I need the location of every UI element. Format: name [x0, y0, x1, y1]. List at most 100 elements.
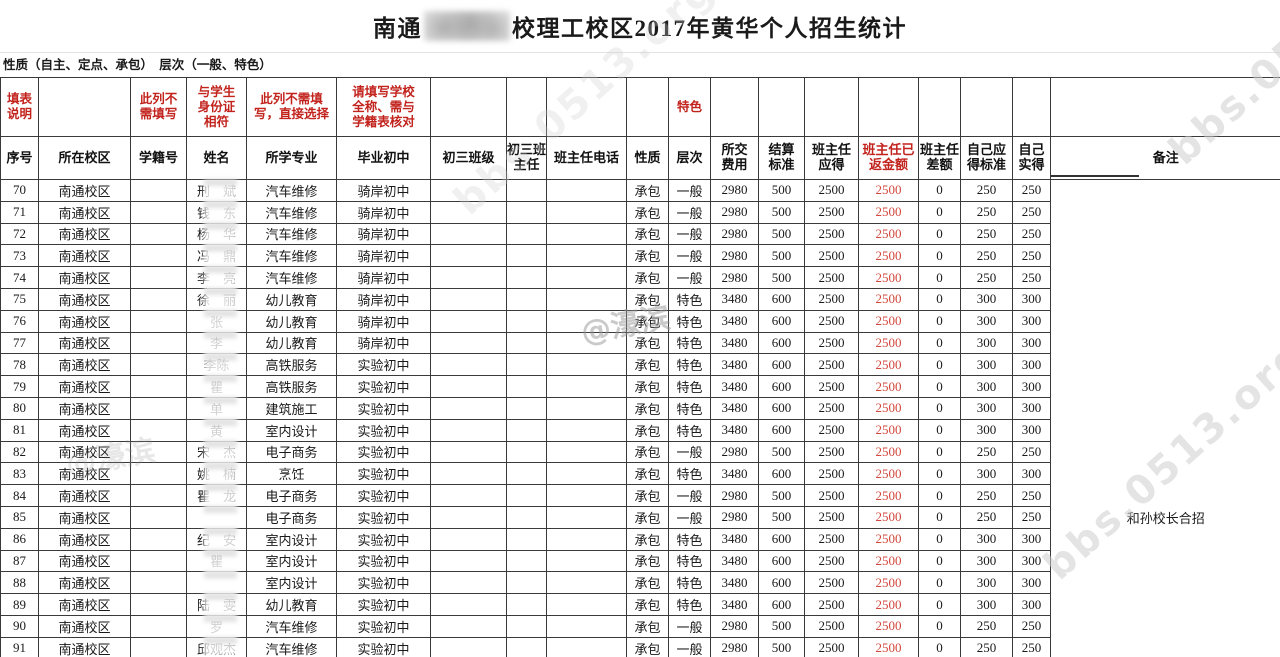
- cell-nature: 承包: [626, 353, 669, 377]
- col-header-student-id: 学籍号: [130, 136, 187, 180]
- cell-campus: 南通校区: [38, 571, 131, 595]
- cell-teacher-diff: 0: [918, 222, 961, 246]
- annotation-settle-standard: [758, 77, 805, 137]
- annotation-self-standard: [960, 77, 1013, 137]
- cell-level: 特色: [668, 353, 711, 377]
- cell-self-standard: 300: [960, 549, 1013, 573]
- cell-teacher3: [506, 527, 547, 551]
- cell-middle-school: 实验初中: [336, 375, 431, 398]
- cell-name: 瞿: [186, 375, 247, 398]
- cell-major: 汽车维修: [246, 614, 337, 638]
- cell-seq: 91: [0, 636, 39, 657]
- cell-fee: 3480: [710, 287, 759, 311]
- annotation-level: 特色: [668, 77, 711, 137]
- cell-name: 冯 鼎: [186, 244, 247, 268]
- cell-campus: 南通校区: [38, 353, 131, 377]
- cell-teacher3: [506, 179, 547, 202]
- cell-student-id: [130, 244, 187, 268]
- cell-teacher3: [506, 266, 547, 289]
- cell-remark: [1050, 419, 1280, 442]
- cell-teacher-due: 2500: [804, 200, 859, 224]
- page-title-prefix: 南通: [373, 16, 422, 41]
- cell-class3: [430, 614, 507, 638]
- cell-teacher-returned: 2500: [858, 593, 919, 616]
- cell-nature: 承包: [626, 527, 669, 551]
- cell-teacher3: [506, 636, 547, 657]
- cell-remark: [1050, 332, 1280, 354]
- cell-student-id: [130, 375, 187, 398]
- cell-major: 汽车维修: [246, 266, 337, 289]
- page-title: 南通 校理工校区2017年黄华个人招生统计: [0, 0, 1280, 52]
- cell-class3: [430, 462, 507, 486]
- cell-campus: 南通校区: [38, 266, 131, 289]
- table-row: 87 南通校区 瞿 室内设计 实验初中 承包 特色 3480 600 2500 …: [0, 549, 1280, 573]
- cell-nature: 承包: [626, 200, 669, 224]
- cell-remark: [1050, 223, 1280, 245]
- cell-teacher-diff: 0: [918, 179, 961, 202]
- column-header-row: 序号 所在校区 学籍号 姓名 所学专业 毕业初中 初三班级 初三班 主任 班主任…: [0, 136, 1280, 180]
- cell-settle-standard: 600: [758, 418, 805, 442]
- cell-name: 瞿: [186, 549, 247, 573]
- cell-self-actual: 300: [1012, 396, 1051, 420]
- cell-teacher-returned: 2500: [858, 375, 919, 398]
- cell-fee: 3480: [710, 353, 759, 377]
- cell-nature: 承包: [626, 179, 669, 202]
- cell-teacher-diff: 0: [918, 266, 961, 289]
- cell-middle-school: 实验初中: [336, 353, 431, 377]
- cell-self-actual: 300: [1012, 571, 1051, 595]
- cell-seq: 90: [0, 614, 39, 638]
- cell-major: 烹饪: [246, 462, 337, 486]
- cell-self-standard: 250: [960, 440, 1013, 464]
- cell-self-standard: 300: [960, 418, 1013, 442]
- cell-fee: 3480: [710, 309, 759, 333]
- cell-level: 一般: [668, 222, 711, 246]
- cell-teacher-due: 2500: [804, 179, 859, 202]
- cell-self-actual: 250: [1012, 505, 1051, 529]
- col-header-name: 姓名: [186, 136, 247, 180]
- cell-teacher-due: 2500: [804, 287, 859, 311]
- cell-settle-standard: 500: [758, 244, 805, 268]
- cell-level: 特色: [668, 309, 711, 333]
- cell-campus: 南通校区: [38, 179, 131, 202]
- cell-teacher-returned: 2500: [858, 505, 919, 529]
- cell-campus: 南通校区: [38, 418, 131, 442]
- cell-major: 电子商务: [246, 484, 337, 507]
- table-row: 72 南通校区 杨 华 汽车维修 骑岸初中 承包 一般 2980 500 250…: [0, 222, 1280, 246]
- cell-level: 一般: [668, 200, 711, 224]
- cell-settle-standard: 500: [758, 484, 805, 507]
- annotation-student-id: 此列不 需填写: [130, 77, 187, 137]
- cell-teacher-returned: 2500: [858, 309, 919, 333]
- cell-campus: 南通校区: [38, 287, 131, 311]
- cell-phone: [546, 179, 627, 202]
- cell-name: 罗: [186, 614, 247, 638]
- annotation-teacher-due: [804, 77, 859, 137]
- cell-self-standard: 250: [960, 484, 1013, 507]
- cell-teacher-due: 2500: [804, 440, 859, 464]
- cell-fee: 3480: [710, 593, 759, 616]
- cell-self-actual: 250: [1012, 200, 1051, 224]
- cell-fee: 3480: [710, 331, 759, 355]
- cell-student-id: [130, 396, 187, 420]
- col-header-campus: 所在校区: [38, 136, 131, 180]
- cell-self-standard: 300: [960, 353, 1013, 377]
- cell-teacher-due: 2500: [804, 593, 859, 616]
- cell-fee: 2980: [710, 484, 759, 507]
- cell-remark: [1050, 615, 1280, 638]
- col-header-teacher3: 初三班 主任: [506, 136, 547, 180]
- cell-class3: [430, 484, 507, 507]
- cell-level: 特色: [668, 527, 711, 551]
- cell-self-actual: 250: [1012, 222, 1051, 246]
- table-row: 84 南通校区 瞿 龙 电子商务 实验初中 承包 一般 2980 500 250…: [0, 484, 1280, 507]
- col-header-level: 层次: [668, 136, 711, 180]
- cell-teacher-diff: 0: [918, 200, 961, 224]
- cell-phone: [546, 505, 627, 529]
- cell-level: 特色: [668, 287, 711, 311]
- cell-name: 李陈: [186, 353, 247, 377]
- cell-class3: [430, 200, 507, 224]
- cell-class3: [430, 179, 507, 202]
- cell-teacher-returned: 2500: [858, 287, 919, 311]
- cell-self-standard: 250: [960, 505, 1013, 529]
- cell-teacher-returned: 2500: [858, 200, 919, 224]
- cell-teacher-returned: 2500: [858, 244, 919, 268]
- cell-self-standard: 250: [960, 636, 1013, 657]
